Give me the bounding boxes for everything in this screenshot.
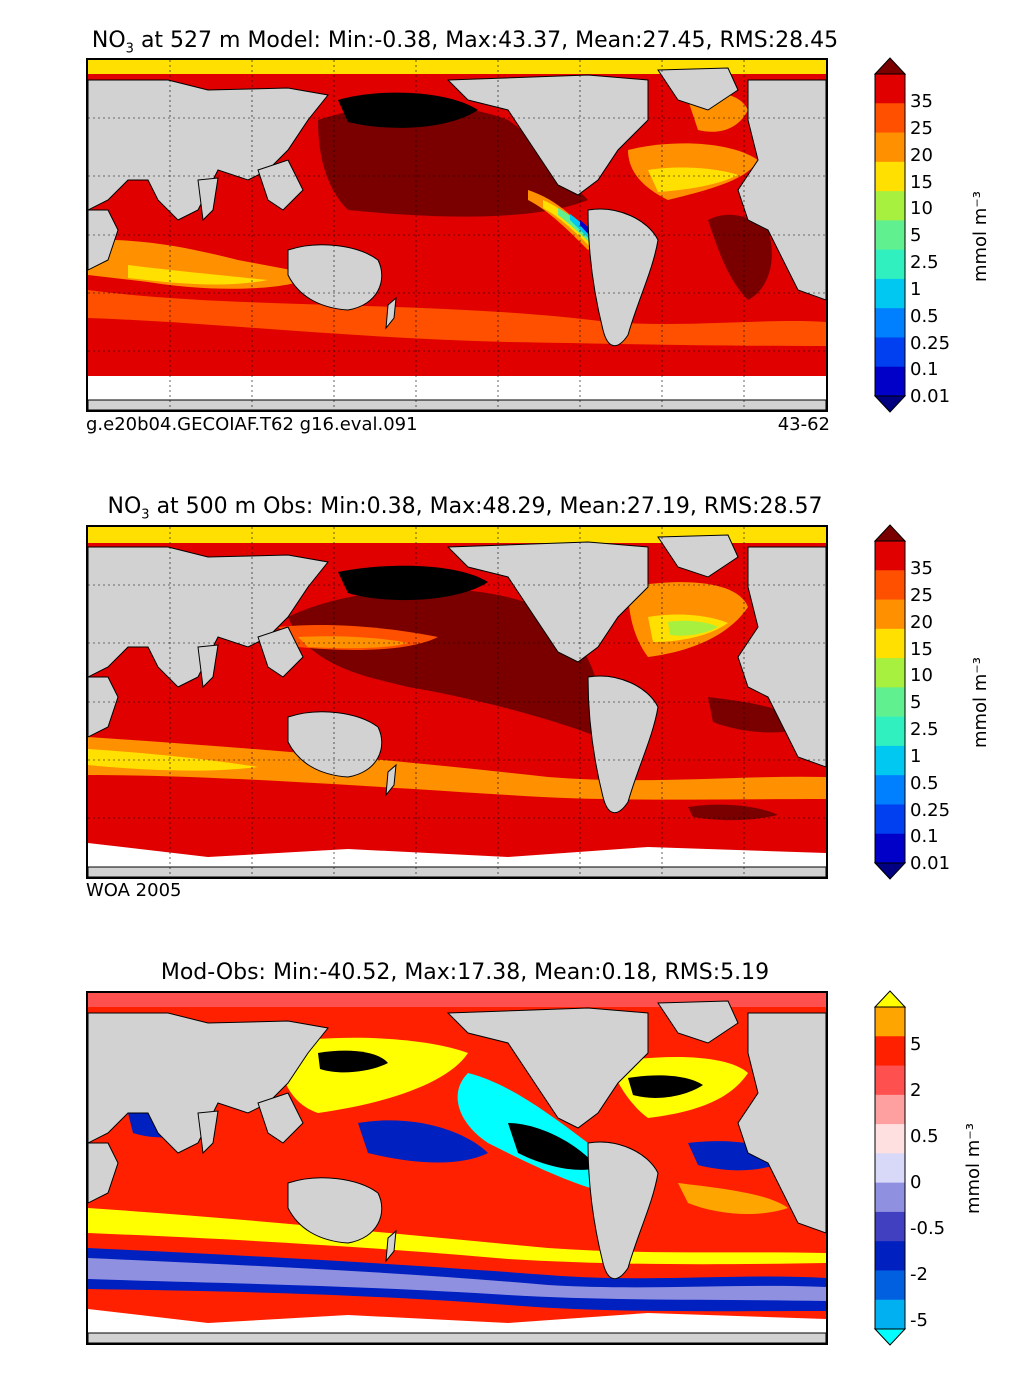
panel2-colorbar-swatch — [875, 716, 905, 747]
panel1-colorbar-tick-label: 1 — [910, 278, 922, 300]
panel2-colorbar-tick-label: 2.5 — [910, 719, 939, 741]
panel1-colorbar-swatch — [875, 74, 905, 104]
panel1-footer-left: g.e20b04.GECOIAF.T62 g16.eval.091 — [86, 414, 418, 435]
panel2-colorbar-tick-label: 15 — [910, 638, 933, 660]
panel1-model-map — [86, 58, 828, 412]
panel3-colorbar-tick-label: -2 — [910, 1263, 928, 1285]
panel2-colorbar-tick-label: 0.25 — [910, 799, 951, 821]
panel2-colorbar-tick-label: 10 — [910, 665, 933, 687]
panel1-colorbar-tick-label: 0.1 — [910, 359, 939, 381]
panel3-colorbar — [873, 990, 907, 1346]
panel2-colorbar — [873, 524, 907, 880]
panel2-colorbar-tick-label: 0.5 — [910, 772, 939, 794]
panel2-colorbar-swatch — [875, 541, 905, 571]
panel3-colorbar-tick-label: 2 — [910, 1079, 922, 1101]
panel2-colorbar-tick-label: 35 — [910, 558, 933, 580]
panel1-colorbar-swatch — [875, 191, 905, 221]
panel2-colorbar-tick-label: 25 — [910, 584, 933, 606]
panel1-colorbar-tick-label: 10 — [910, 198, 933, 220]
panel1-colorbar-swatch — [875, 132, 905, 163]
panel1-colorbar-swatch — [875, 249, 905, 280]
panel2-colorbar-swatch — [875, 775, 905, 805]
panel1-colorbar-tick-label: 0.25 — [910, 332, 951, 354]
panel2-colorbar-swatch — [875, 570, 905, 601]
panel1-colorbar-swatch — [875, 308, 905, 338]
panel3-colorbar-swatch — [875, 1094, 905, 1125]
panel3-colorbar-tick-label: -5 — [910, 1309, 928, 1331]
panel1-colorbar-tick-label: 20 — [910, 144, 933, 166]
panel2-colorbar-extend-bottom — [873, 862, 907, 880]
panel2-colorbar-tick-label: 20 — [910, 611, 933, 633]
panel3-colorbar-swatch — [875, 1211, 905, 1242]
panel2-footer-left: WOA 2005 — [86, 880, 182, 901]
panel1-colorbar-swatch — [875, 278, 905, 309]
panel2-title: NO3 at 500 m Obs: Min:0.38, Max:48.29, M… — [107, 494, 823, 523]
panel1-colorbar-tick-label: 0.01 — [910, 386, 951, 408]
panel2-colorbar-swatch — [875, 833, 905, 864]
panel1-colorbar-tick-label: 2.5 — [910, 252, 939, 274]
panel3-colorbar-swatch — [875, 1299, 905, 1330]
panel3-colorbar-swatch — [875, 1153, 905, 1184]
panel3-colorbar-tick-label: 5 — [910, 1033, 922, 1055]
southern-ocean-band — [88, 290, 826, 346]
panel3-colorbar-units: mmol m⁻³ — [963, 1122, 985, 1215]
panel2-colorbar-swatch — [875, 658, 905, 688]
panel1-colorbar-swatch — [875, 103, 905, 134]
panel3-colorbar-swatch — [875, 1241, 905, 1271]
panel3-colorbar-swatch — [875, 1124, 905, 1154]
panel3-colorbar-tick-label: -0.5 — [910, 1217, 946, 1239]
panel1-colorbar-tick-label: 0.5 — [910, 305, 939, 327]
panel2-colorbar-swatch — [875, 745, 905, 776]
panel2-colorbar-swatch — [875, 804, 905, 835]
panel2-colorbar-tick-label: 1 — [910, 745, 922, 767]
panel1-colorbar-swatch — [875, 220, 905, 251]
panel3-colorbar-swatch — [875, 1270, 905, 1301]
panel3-colorbar-swatch — [875, 1036, 905, 1067]
panel2-colorbar-swatch — [875, 599, 905, 630]
panel1-colorbar — [873, 57, 907, 413]
panel2-colorbar-tick-label: 5 — [910, 692, 922, 714]
panel3-colorbar-tick-label: 0 — [910, 1171, 922, 1193]
graticule — [88, 60, 826, 410]
panel3-colorbar-extend-top — [873, 990, 907, 1008]
panel3-title: Mod-Obs: Min:-40.52, Max:17.38, Mean:0.1… — [160, 960, 770, 985]
panel1-colorbar-tick-label: 35 — [910, 91, 933, 113]
panel2-colorbar-swatch — [875, 687, 905, 718]
panel2-colorbar-swatch — [875, 628, 905, 659]
panel3-colorbar-swatch — [875, 1065, 905, 1096]
panel1-colorbar-extend-bottom — [873, 395, 907, 413]
panel3-colorbar-tick-label: 0.5 — [910, 1125, 939, 1147]
panel3-colorbar-extend-bottom — [873, 1328, 907, 1346]
panel1-colorbar-tick-label: 25 — [910, 117, 933, 139]
panel2-colorbar-tick-label: 0.1 — [910, 826, 939, 848]
panel1-colorbar-extend-top — [873, 57, 907, 75]
north-pacific-high — [318, 105, 588, 217]
panel1-colorbar-tick-label: 5 — [910, 225, 922, 247]
panel1-colorbar-units: mmol m⁻³ — [970, 190, 992, 283]
panel2-obs-map — [86, 525, 828, 879]
panel3-diff-map — [86, 991, 828, 1345]
panel2-colorbar-units: mmol m⁻³ — [970, 656, 992, 749]
panel1-colorbar-swatch — [875, 161, 905, 192]
panel3-colorbar-swatch — [875, 1007, 905, 1037]
panel1-title: NO3 at 527 m Model: Min:-0.38, Max:43.37… — [91, 28, 839, 57]
panel1-footer-right: 43-62 — [777, 414, 830, 435]
panel1-colorbar-tick-label: 15 — [910, 171, 933, 193]
panel1-colorbar-swatch — [875, 337, 905, 368]
panel2-colorbar-tick-label: 0.01 — [910, 853, 951, 875]
panel2-colorbar-extend-top — [873, 524, 907, 542]
panel1-colorbar-swatch — [875, 366, 905, 397]
panel3-colorbar-swatch — [875, 1182, 905, 1213]
arctic-band — [88, 60, 826, 74]
